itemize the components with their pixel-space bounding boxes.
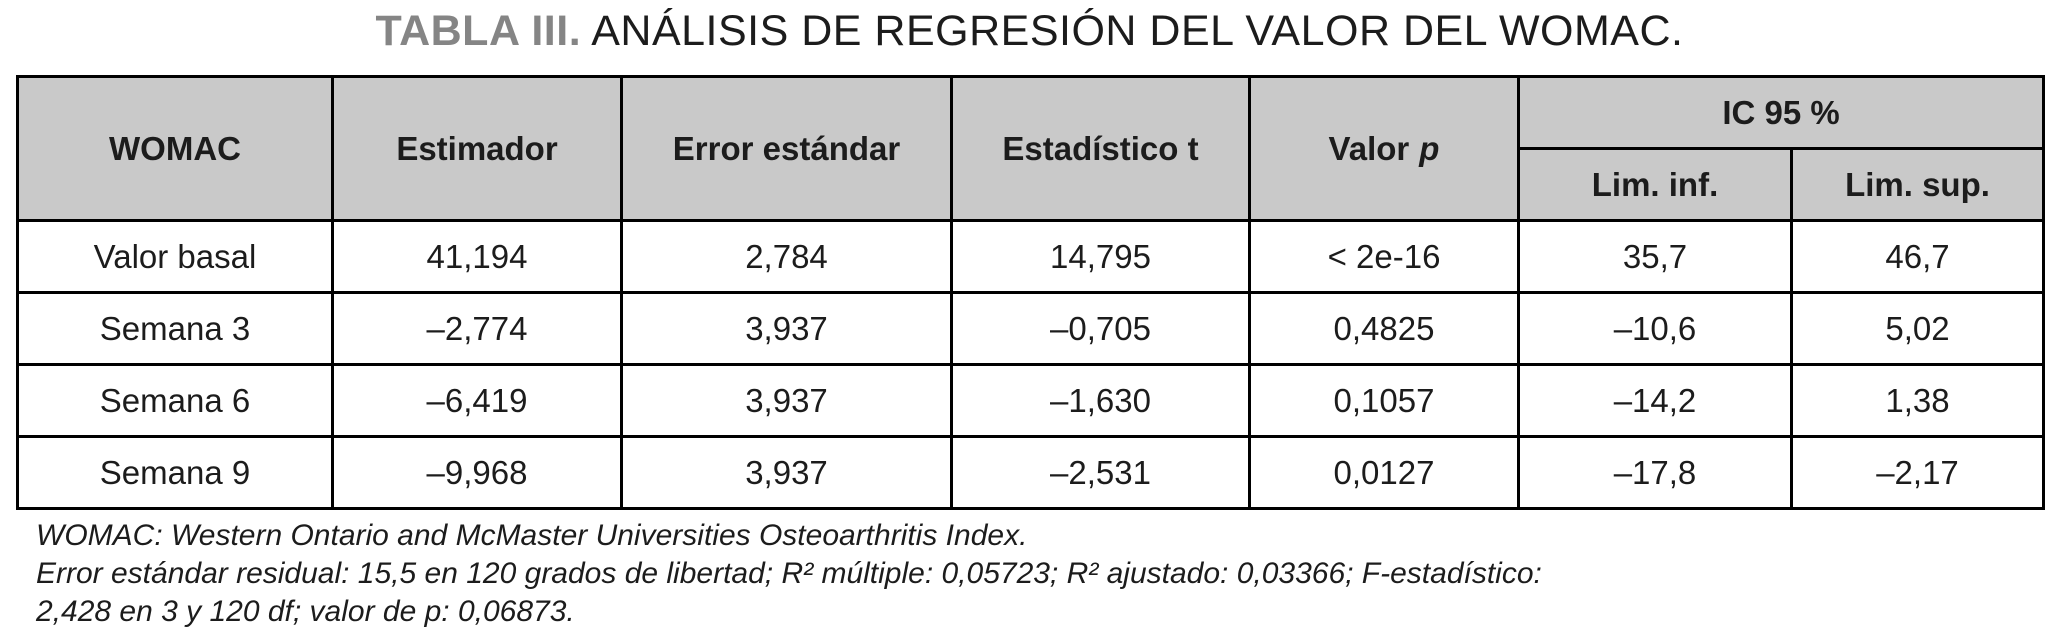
cell-lim-inf: –14,2 (1517, 363, 1793, 438)
col-header-lim-inf: Lim. inf. (1517, 147, 1793, 222)
cell-error-estandar: 3,937 (620, 363, 953, 438)
row-label: Semana 9 (16, 435, 334, 510)
valor-p-prefix: Valor (1328, 129, 1410, 167)
table-row-semana-6: Semana 6 –6,419 3,937 –1,630 0,1057 –14,… (16, 363, 2046, 438)
cell-lim-sup: 5,02 (1789, 291, 2046, 366)
header-row-sub: Lim. inf. Lim. sup. (18, 147, 2046, 222)
col-header-estadistico-t: Estadístico t (950, 75, 1251, 222)
col-header-lim-sup: Lim. sup. (1789, 147, 2046, 222)
table-title: TABLA III. ANÁLISIS DE REGRESIÓN DEL VAL… (0, 2, 2059, 60)
cell-valor-p: 0,1057 (1248, 363, 1520, 438)
col-header-womac: WOMAC (16, 75, 334, 222)
row-label: Semana 6 (16, 363, 334, 438)
cell-valor-p: 0,0127 (1248, 435, 1520, 510)
row-label: Valor basal (16, 219, 334, 294)
cell-error-estandar: 3,937 (620, 291, 953, 366)
cell-estimador: –9,968 (331, 435, 623, 510)
cell-lim-sup: 46,7 (1789, 219, 2046, 294)
header-row-main: WOMAC Estimador Error estándar Estadísti… (16, 75, 2046, 222)
cell-lim-inf: –10,6 (1517, 291, 1793, 366)
footnote-abbreviation: WOMAC: Western Ontario and McMaster Univ… (36, 519, 1028, 552)
cell-lim-sup: –2,17 (1789, 435, 2046, 510)
table-row-valor-basal: Valor basal 41,194 2,784 14,795 < 2e-16 … (16, 219, 2046, 294)
cell-estadistico-t: –0,705 (950, 291, 1251, 366)
cell-lim-inf: –17,8 (1517, 435, 1793, 510)
valor-p-variable: p (1419, 129, 1440, 167)
table-title-label: TABLA III. (375, 7, 582, 55)
footnote-model-stats-2: 2,428 en 3 y 120 df; valor de p: 0,06873… (36, 595, 575, 628)
cell-error-estandar: 2,784 (620, 219, 953, 294)
col-header-ic95: IC 95 % (1516, 75, 2046, 150)
table-row-semana-3: Semana 3 –2,774 3,937 –0,705 0,4825 –10,… (16, 291, 2046, 366)
cell-estadistico-t: 14,795 (950, 219, 1251, 294)
cell-valor-p: < 2e-16 (1248, 219, 1520, 294)
regression-table: WOMAC Estimador Error estándar Estadísti… (16, 75, 2046, 510)
cell-estimador: –2,774 (331, 291, 623, 366)
cell-error-estandar: 3,937 (620, 435, 953, 510)
footnote-model-stats-1: Error estándar residual: 15,5 en 120 gra… (36, 557, 1542, 590)
cell-estimador: 41,194 (331, 219, 623, 294)
row-label: Semana 3 (16, 291, 334, 366)
table-row-semana-9: Semana 9 –9,968 3,937 –2,531 0,0127 –17,… (16, 435, 2046, 510)
table-footnotes: WOMAC: Western Ontario and McMaster Univ… (36, 517, 1542, 631)
table-header: WOMAC Estimador Error estándar Estadísti… (16, 75, 2046, 222)
cell-valor-p: 0,4825 (1248, 291, 1520, 366)
cell-estadistico-t: –2,531 (950, 435, 1251, 510)
col-header-valor-p: Valor p (1248, 75, 1520, 222)
cell-estadistico-t: –1,630 (950, 363, 1251, 438)
cell-lim-inf: 35,7 (1517, 219, 1793, 294)
col-header-error-estandar: Error estándar (620, 75, 953, 222)
cell-estimador: –6,419 (331, 363, 623, 438)
table-body: Valor basal 41,194 2,784 14,795 < 2e-16 … (16, 219, 2046, 510)
col-header-estimador: Estimador (331, 75, 623, 222)
table-title-text: ANÁLISIS DE REGRESIÓN DEL VALOR DEL WOMA… (591, 7, 1684, 55)
cell-lim-sup: 1,38 (1789, 363, 2046, 438)
